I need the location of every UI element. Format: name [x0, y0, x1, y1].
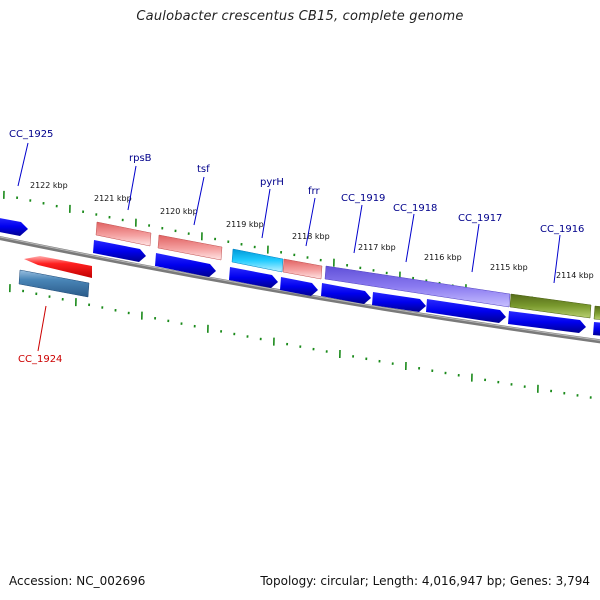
scale-labels: 2122 kbp 2121 kbp 2120 kbp 2119 kbp 2118… — [30, 181, 594, 280]
leader-line — [405, 213, 415, 263]
scale-label: 2118 kbp — [292, 232, 330, 241]
leader-line — [193, 176, 205, 226]
genome-backbone — [0, 235, 600, 344]
cds-arrow[interactable] — [93, 240, 146, 262]
gene-label-CC_1918[interactable]: CC_1918 — [393, 203, 437, 214]
leader-line — [353, 204, 363, 254]
gene-label-frr[interactable]: frr — [308, 186, 320, 197]
feature-pyrH[interactable] — [231, 248, 284, 273]
cds-arrow[interactable] — [321, 283, 371, 304]
cds-arrow[interactable] — [155, 253, 216, 277]
gene-label-CC_1916[interactable]: CC_1916 — [540, 224, 584, 235]
leader-line — [553, 234, 561, 284]
scale-label: 2122 kbp — [30, 181, 68, 190]
leader-line — [127, 165, 137, 211]
cds-arrow[interactable] — [426, 299, 506, 323]
feature-rpsB[interactable] — [95, 221, 152, 247]
scale-label: 2114 kbp — [556, 271, 594, 280]
cds-arrow[interactable] — [229, 267, 278, 288]
feature-CC_1924[interactable] — [24, 256, 92, 278]
feature-frr[interactable] — [282, 258, 323, 280]
cds-arrow[interactable] — [508, 311, 586, 333]
scale-label: 2117 kbp — [358, 243, 396, 252]
gene-label-CC_1919[interactable]: CC_1919 — [341, 193, 385, 204]
scale-label: 2119 kbp — [226, 220, 264, 229]
cds-arrow[interactable] — [0, 217, 28, 236]
scale-label: 2116 kbp — [424, 253, 462, 262]
gene-label-pyrH[interactable]: pyrH — [260, 177, 284, 188]
map-title: Caulobacter crescentus CB15, complete ge… — [136, 9, 464, 24]
feature-CC_1919-block[interactable] — [324, 265, 511, 308]
gene-labels: CC_1925 rpsB tsf pyrH frr CC_1919 CC_191… — [9, 129, 584, 365]
genome-summary-text: Topology: circular; Length: 4,016,947 bp… — [260, 574, 590, 588]
scale-label: 2121 kbp — [94, 194, 132, 203]
leader-line — [471, 223, 480, 273]
scale-label: 2115 kbp — [490, 263, 528, 272]
plus-strand-features — [95, 221, 600, 320]
feature-CC_1916[interactable] — [509, 293, 592, 319]
inner-scale-ticks — [9, 284, 592, 399]
cds-arrow[interactable] — [280, 277, 318, 296]
gene-label-tsf[interactable]: tsf — [197, 164, 210, 175]
minus-strand-features — [18, 256, 92, 298]
leader-line — [37, 305, 47, 352]
leader-line — [261, 188, 271, 239]
leader-line — [305, 197, 316, 247]
feature-partial-right[interactable] — [593, 305, 600, 320]
cds-arrow[interactable] — [372, 292, 426, 312]
cds-arrows — [0, 217, 600, 336]
feature-minus-steel[interactable] — [18, 269, 90, 298]
feature-tsf[interactable] — [157, 234, 223, 261]
gene-label-CC_1917[interactable]: CC_1917 — [458, 213, 502, 224]
gene-label-rpsB[interactable]: rpsB — [129, 153, 152, 164]
scale-label: 2120 kbp — [160, 207, 198, 216]
leader-line — [17, 142, 29, 187]
gene-label-CC_1924[interactable]: CC_1924 — [18, 354, 62, 365]
cds-arrow[interactable] — [593, 322, 600, 336]
gene-label-CC_1925[interactable]: CC_1925 — [9, 129, 53, 140]
accession-text: Accession: NC_002696 — [9, 574, 146, 588]
